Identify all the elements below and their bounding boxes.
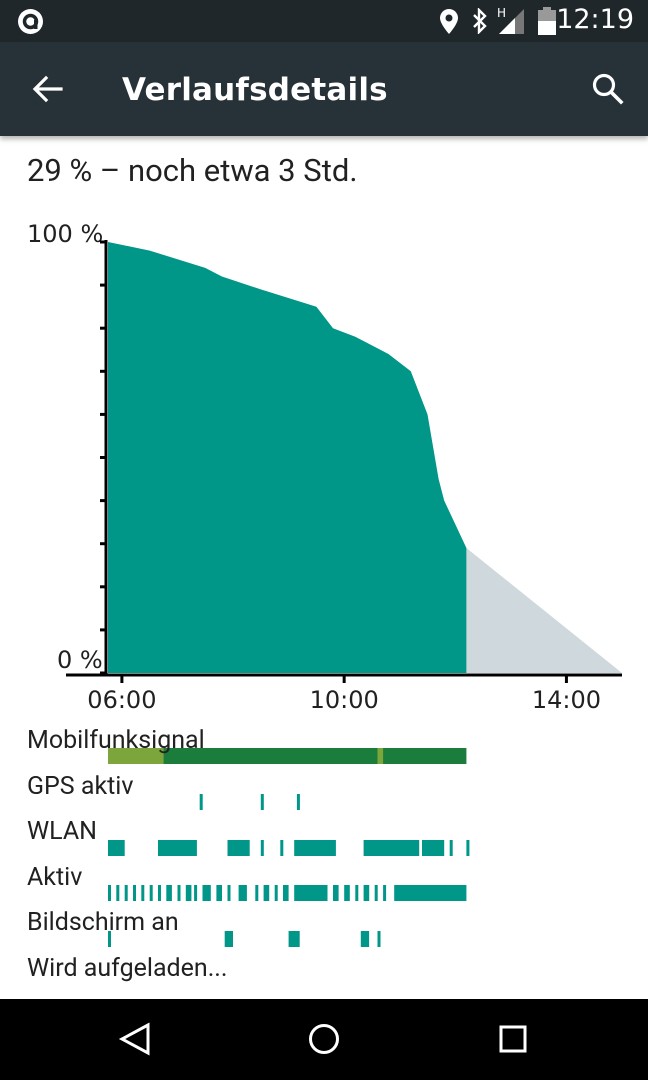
track-segment	[227, 885, 231, 901]
track-label-screen-on: Bildschirm an	[27, 908, 179, 937]
track-segment	[296, 794, 300, 810]
track-segment	[363, 885, 370, 901]
track-segment	[263, 885, 270, 901]
app-notification-icon	[18, 9, 43, 34]
back-nav-button[interactable]	[108, 1016, 162, 1062]
square-recents-icon	[499, 1025, 527, 1053]
track-segment-weak	[377, 748, 384, 764]
search-icon	[592, 73, 624, 105]
activity-tracks	[108, 748, 470, 947]
track-segment	[166, 885, 172, 901]
track-segment	[288, 931, 300, 947]
track-segment	[360, 931, 370, 947]
track-label-active: Aktiv	[27, 863, 83, 892]
track-segment	[185, 885, 192, 901]
track-segment	[294, 840, 336, 856]
network-type-label: H	[497, 6, 507, 20]
track-segment	[394, 885, 467, 901]
x-tick-label: 10:00	[310, 686, 379, 714]
x-axis-ticks: 06:00 10:00 14:00	[87, 675, 601, 714]
home-nav-button[interactable]	[297, 1013, 351, 1065]
back-button[interactable]	[24, 65, 72, 113]
recents-nav-button[interactable]	[486, 1013, 540, 1065]
track-segment-weak	[108, 748, 164, 764]
location-icon	[440, 9, 458, 34]
track-segment	[224, 931, 233, 947]
track-segment	[194, 885, 198, 901]
track-segment	[255, 885, 259, 901]
track-label-wlan: WLAN	[27, 817, 98, 846]
track-segment	[199, 794, 203, 810]
track-segment	[260, 794, 264, 810]
track-segment	[344, 885, 350, 901]
app-bar: Verlaufsdetails	[0, 42, 648, 136]
arrow-left-icon	[32, 75, 63, 103]
track-segment	[108, 748, 467, 764]
track-segment	[280, 840, 284, 856]
track-segment	[124, 885, 128, 901]
track-segment	[449, 840, 453, 856]
track-segment	[374, 885, 378, 901]
track-segment	[274, 885, 278, 901]
track-segment	[158, 885, 161, 901]
search-button[interactable]	[584, 65, 632, 113]
track-segment	[238, 885, 247, 901]
signal-icon	[499, 9, 524, 34]
battery-chart: 100 % 0 % 06:00 10:00 14:00	[27, 220, 622, 714]
triangle-back-icon	[118, 1022, 150, 1056]
status-clock: 12:19	[556, 4, 634, 35]
circle-home-icon	[309, 1024, 339, 1054]
track-segment	[363, 840, 420, 856]
track-label-gps: GPS aktiv	[27, 772, 134, 801]
track-segment	[177, 885, 181, 901]
track-segment	[383, 885, 387, 901]
y-label-bottom: 0 %	[57, 646, 103, 674]
battery-summary: 29 % – noch etwa 3 Std.	[27, 152, 358, 189]
battery-icon	[538, 7, 556, 35]
track-segment	[260, 840, 264, 856]
track-segment	[216, 885, 222, 901]
track-segment	[108, 885, 111, 901]
battery-history-area	[108, 242, 467, 673]
y-label-top: 100 %	[27, 220, 103, 248]
navigation-bar	[0, 999, 648, 1080]
x-tick-label: 14:00	[532, 686, 601, 714]
track-segment	[116, 885, 120, 901]
track-segment	[133, 885, 136, 901]
track-label-charging: Wird aufgeladen...	[27, 954, 228, 983]
page-title: Verlaufsdetails	[122, 72, 388, 108]
track-segment	[158, 840, 197, 856]
track-segment	[294, 885, 328, 901]
track-label-mobile-signal: Mobilfunksignal	[27, 726, 205, 755]
track-segment	[227, 840, 250, 856]
track-segment	[422, 840, 445, 856]
track-segment	[333, 885, 339, 901]
projection-area	[466, 548, 622, 673]
status-bar: H 12:19	[0, 0, 648, 42]
track-segment	[108, 840, 125, 856]
track-segment	[283, 885, 289, 901]
track-segment	[141, 885, 145, 901]
bluetooth-icon	[473, 8, 487, 34]
track-segment	[108, 931, 111, 947]
track-segment	[377, 931, 381, 947]
track-segment	[149, 885, 153, 901]
track-segment	[202, 885, 211, 901]
track-segment	[466, 840, 470, 856]
x-tick-label: 06:00	[87, 686, 156, 714]
track-segment	[355, 885, 359, 901]
